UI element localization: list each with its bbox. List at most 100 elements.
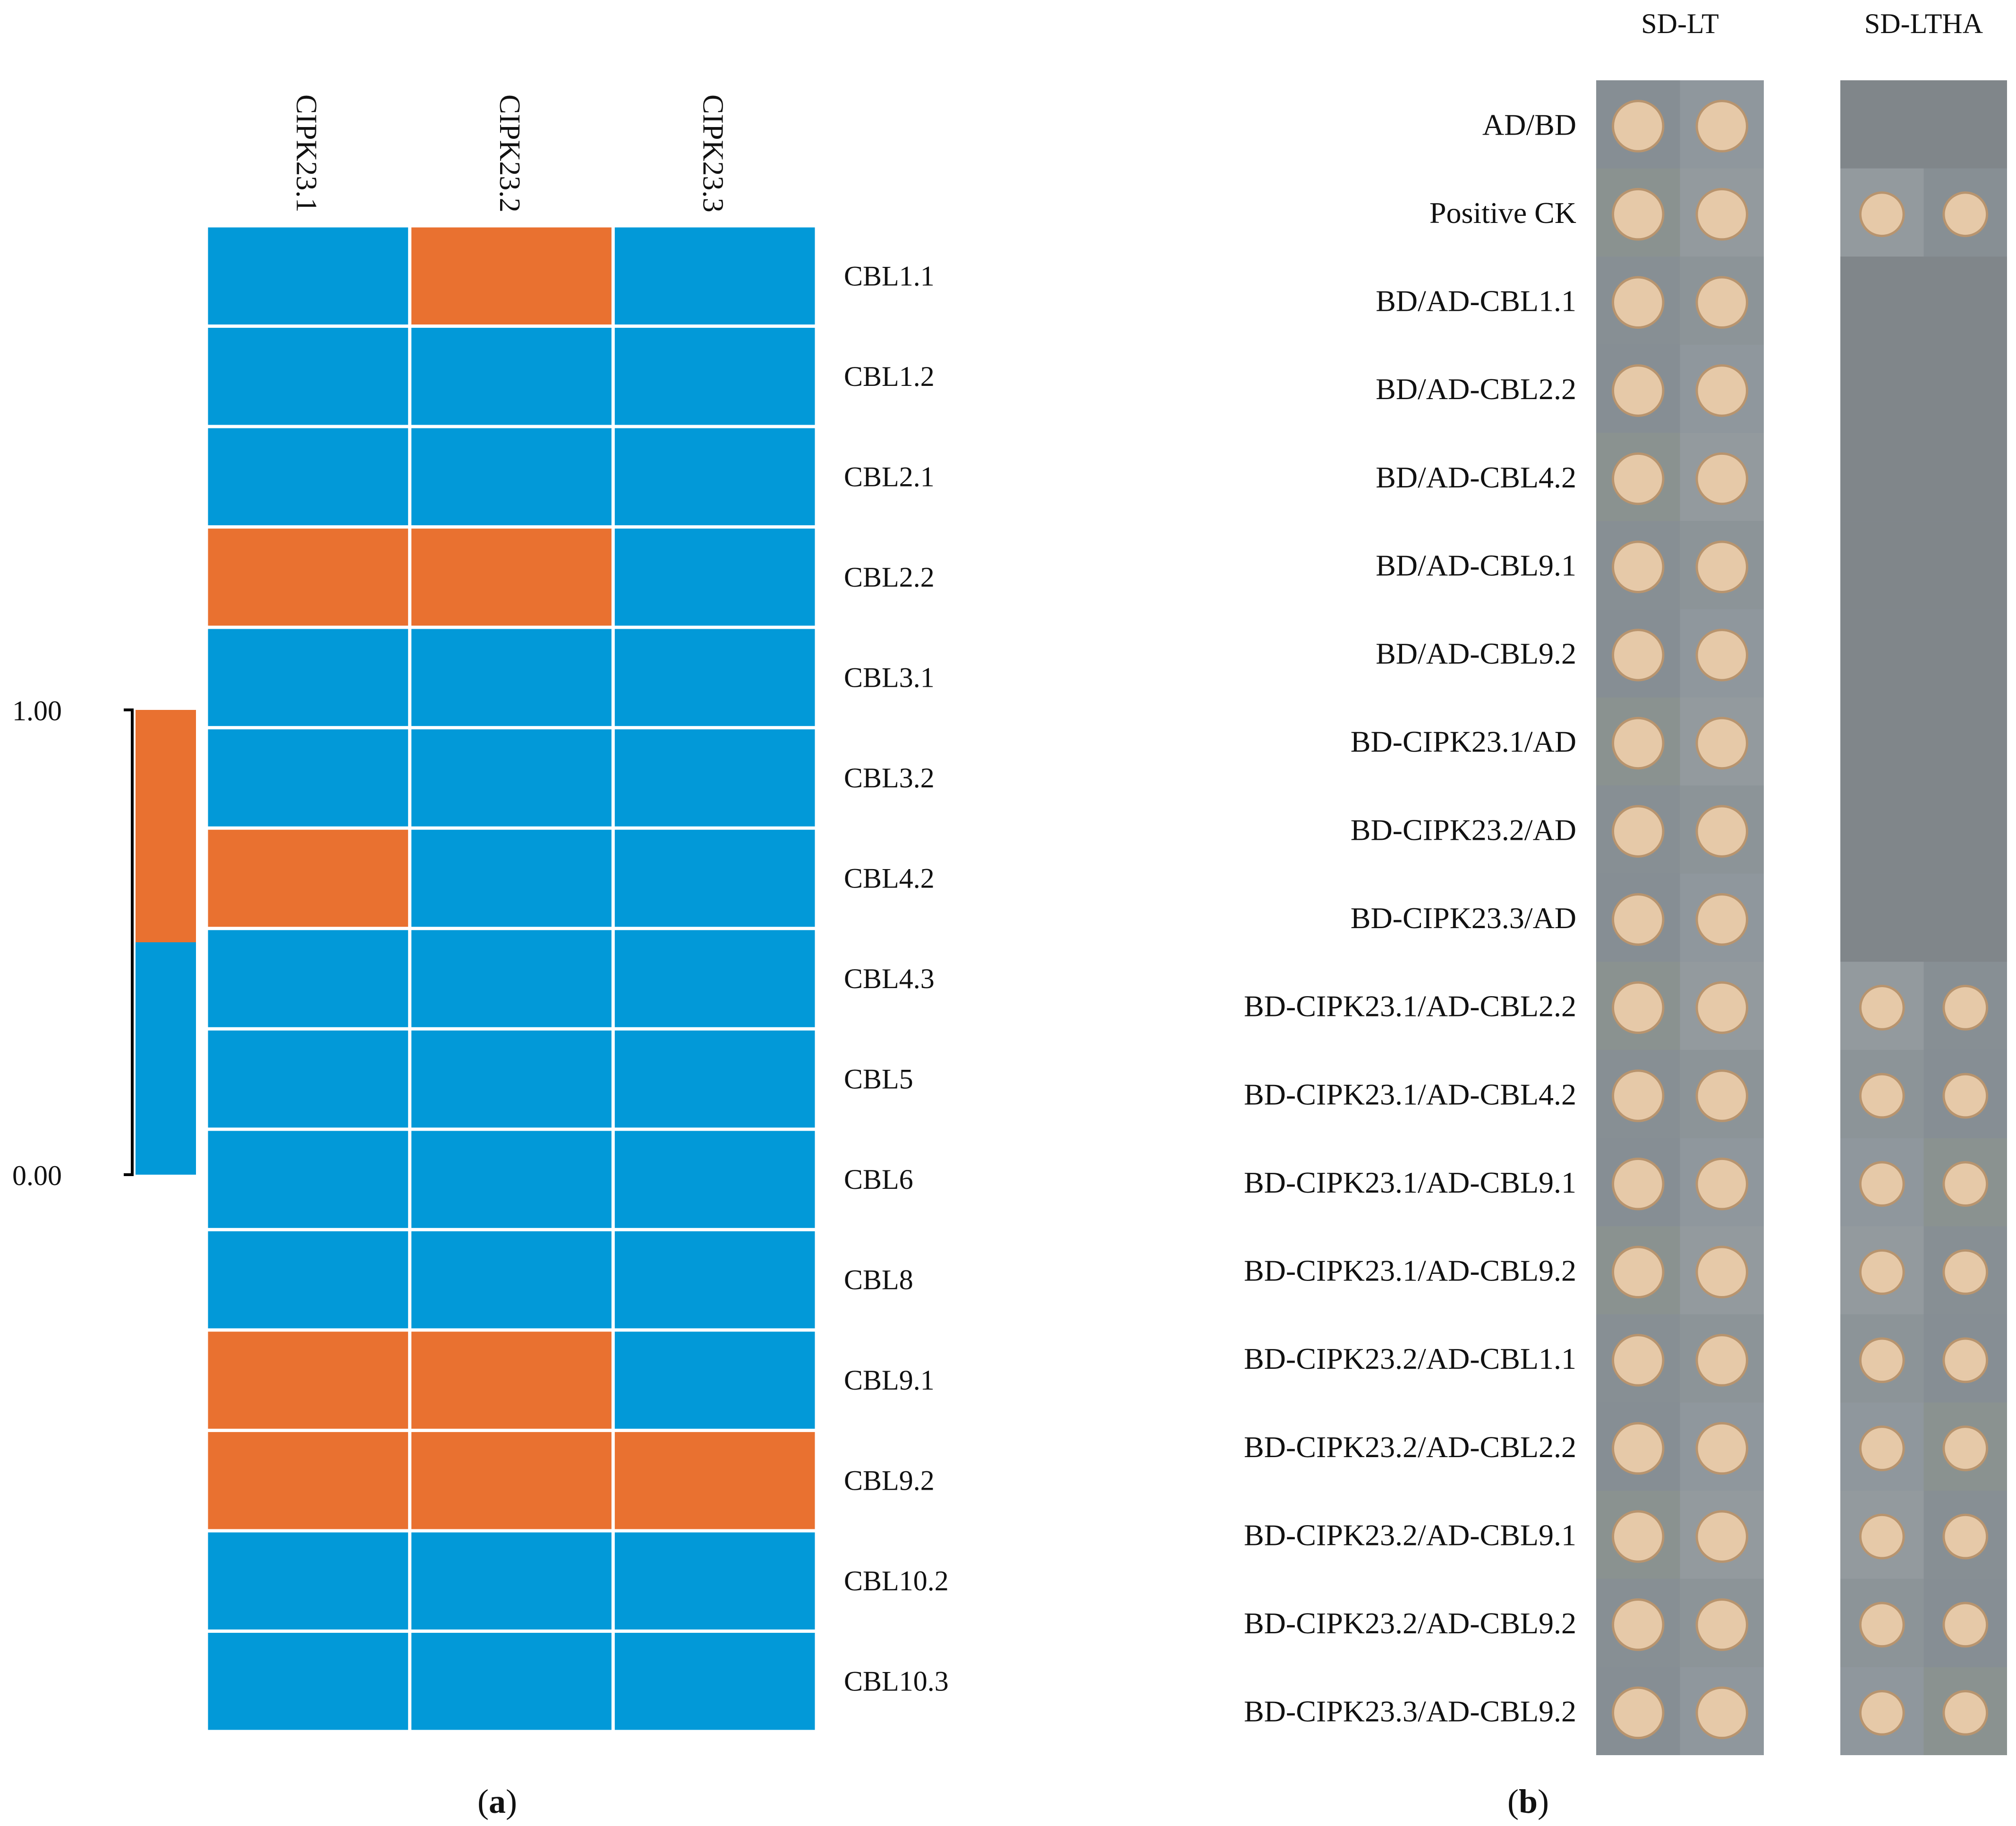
yeast-colony: [1695, 1069, 1748, 1122]
heatmap-cell: [208, 1331, 408, 1429]
yeast-colony: [1942, 1337, 1989, 1383]
colorbar-min-label: 0.00: [12, 1160, 62, 1191]
construct-label: BD/AD-CBL1.1: [1376, 284, 1576, 318]
yeast-colony: [1612, 629, 1665, 682]
construct-label: BD/AD-CBL9.2: [1376, 637, 1576, 670]
heatmap-cell: [614, 1231, 815, 1329]
heatmap-cell: [411, 328, 612, 425]
yeast-colony: [1695, 629, 1748, 682]
colorbar-low-segment: [136, 942, 196, 1175]
construct-label: BD-CIPK23.1/AD-CBL9.1: [1244, 1166, 1576, 1199]
heatmap-cell: [614, 428, 815, 526]
construct-label: BD-CIPK23.2/AD-CBL1.1: [1244, 1342, 1576, 1375]
plate-tile: [1923, 609, 2007, 698]
yeast-colony: [1695, 276, 1748, 329]
yeast-colony: [1695, 1598, 1748, 1651]
colorbar-high-segment: [136, 710, 196, 942]
heatmap-cell: [614, 629, 815, 726]
yeast-colony: [1859, 1337, 1905, 1383]
column-label: CIPK23.2: [493, 94, 526, 213]
row-label: CBL2.1: [844, 461, 935, 492]
yeast-colony: [1612, 981, 1665, 1034]
yeast-colony: [1695, 1246, 1748, 1299]
yeast-colony: [1612, 100, 1665, 153]
yeast-colony: [1859, 1161, 1905, 1207]
yeast-colony: [1612, 1157, 1665, 1211]
heatmap-cell: [411, 1331, 612, 1429]
plate-tile: [1840, 697, 1924, 786]
heatmap-cell: [411, 729, 612, 827]
yeast-colony: [1695, 1510, 1748, 1563]
row-label: CBL9.1: [844, 1365, 935, 1396]
panel-b-yeast-two-hybrid: SD-LT SD-LTHA AD/BD Positive CK BD/AD-CBL1…: [1244, 8, 2007, 1820]
construct-label: BD-CIPK23.2/AD: [1351, 813, 1576, 846]
construct-label: BD-CIPK23.2/AD-CBL9.1: [1244, 1518, 1576, 1552]
construct-label: BD/AD-CBL2.2: [1376, 372, 1576, 406]
heatmap-cell: [614, 529, 815, 626]
construct-labels: AD/BD Positive CK BD/AD-CBL1.1 BD/AD-CBL2.2…: [1244, 108, 1576, 1728]
yeast-colony: [1695, 1686, 1748, 1740]
row-label: CBL10.3: [844, 1666, 949, 1697]
heatmap-cell: [208, 629, 408, 726]
yeast-colony: [1612, 893, 1665, 946]
plate-tile: [1840, 344, 1924, 433]
heatmap-cell: [208, 328, 408, 425]
construct-label: BD-CIPK23.1/AD-CBL9.2: [1244, 1254, 1576, 1288]
heatmap-cell: [208, 1231, 408, 1329]
construct-label: BD-CIPK23.3/AD: [1351, 901, 1576, 935]
row-label: CBL1.1: [844, 260, 935, 291]
heatmap-cell: [614, 1030, 815, 1128]
heatmap-cell: [411, 1432, 612, 1529]
heatmap-cell: [411, 1030, 612, 1128]
row-label: CBL10.2: [844, 1565, 949, 1596]
row-label: CBL4.3: [844, 963, 935, 994]
yeast-colony: [1612, 1686, 1665, 1740]
heatmap-cell: [208, 1131, 408, 1228]
yeast-colony: [1612, 1598, 1665, 1651]
heatmap-cell: [208, 428, 408, 526]
heatmap-cell: [208, 529, 408, 626]
yeast-colony: [1942, 1690, 1989, 1736]
yeast-colony: [1612, 717, 1665, 770]
yeast-colony: [1942, 1602, 1989, 1648]
yeast-colony: [1612, 452, 1665, 505]
yeast-colony: [1612, 1069, 1665, 1122]
yeast-colony: [1612, 364, 1665, 417]
construct-label: BD/AD-CBL4.2: [1376, 461, 1576, 494]
yeast-colony: [1695, 1422, 1748, 1475]
construct-label: BD-CIPK23.1/AD-CBL2.2: [1244, 990, 1576, 1023]
yeast-colony: [1695, 364, 1748, 417]
heatmap-cell: [411, 1131, 612, 1228]
plate-tile: [1923, 256, 2007, 345]
heatmap-cell: [411, 1532, 612, 1630]
yeast-colony: [1859, 1073, 1905, 1119]
panel-a-heatmap: CIPK23.1 CIPK23.2 CIPK23.3 CBL1.1CBL1.2CBL…: [12, 94, 949, 1820]
plate-tile: [1840, 256, 1924, 345]
heatmap-cell: [208, 930, 408, 1027]
heatmap-cell: [411, 227, 612, 325]
heatmap-cell: [614, 1632, 815, 1730]
yeast-colony: [1695, 452, 1748, 505]
construct-label: BD-CIPK23.2/AD-CBL2.2: [1244, 1430, 1576, 1464]
yeast-colony: [1612, 805, 1665, 858]
heatmap-cell: [411, 829, 612, 927]
heatmap-cell: [614, 729, 815, 827]
heatmap-cell: [614, 227, 815, 325]
yeast-colony: [1859, 1690, 1905, 1736]
row-label: CBL2.2: [844, 562, 935, 593]
yeast-colony: [1942, 984, 1989, 1031]
yeast-colony: [1859, 1513, 1905, 1560]
yeast-colony: [1942, 191, 1989, 238]
construct-label: BD-CIPK23.1/AD-CBL4.2: [1244, 1077, 1576, 1111]
heatmap-cell: [614, 829, 815, 927]
heatmap-cell: [208, 1030, 408, 1128]
media-label-sd-ltha: SD-LTHA: [1864, 8, 1983, 39]
plate-tile: [1840, 80, 1924, 169]
yeast-colony: [1612, 276, 1665, 329]
heatmap-cell: [208, 729, 408, 827]
row-label: CBL5: [844, 1064, 913, 1095]
plate-tile: [1923, 873, 2007, 962]
yeast-colony: [1612, 540, 1665, 593]
yeast-colony: [1859, 1249, 1905, 1295]
